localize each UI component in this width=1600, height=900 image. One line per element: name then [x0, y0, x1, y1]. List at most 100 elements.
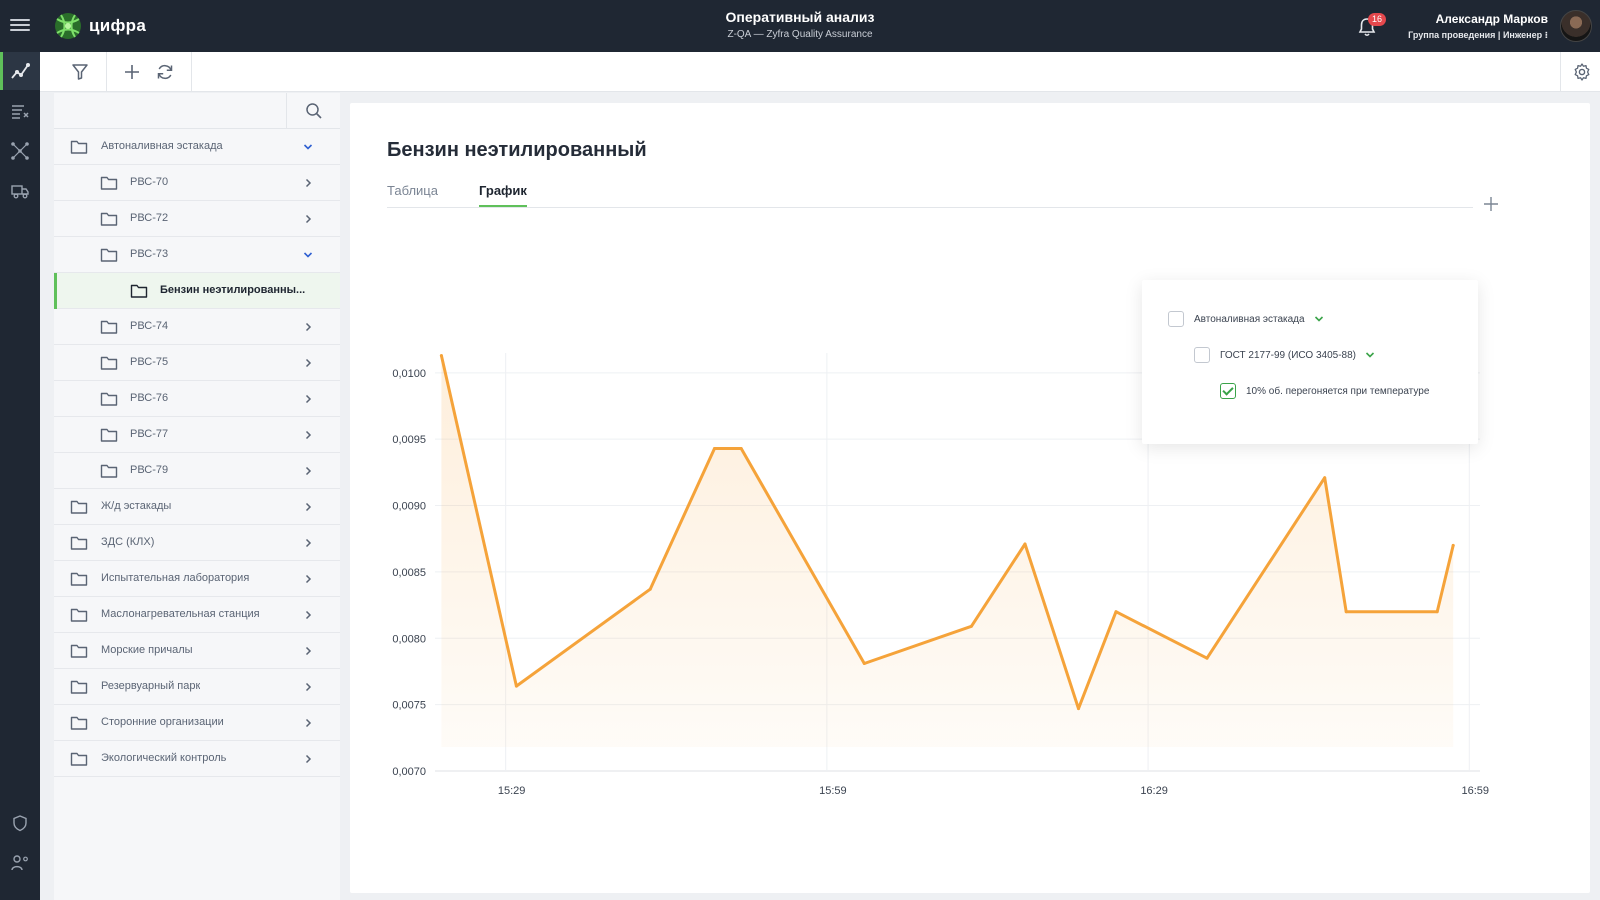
rail-list-button[interactable] [0, 92, 40, 130]
tree-item-label: РВС-77 [130, 428, 169, 440]
chevron-right-icon[interactable] [302, 537, 314, 549]
tree-item[interactable]: Сторонние организации [54, 705, 340, 741]
folder-icon [100, 320, 118, 334]
tab-bar: Таблица График [387, 183, 1473, 208]
top-header: цифра Оперативный анализ Z-QA — Zyfra Qu… [0, 0, 1600, 52]
tree-item[interactable]: Морские причалы [54, 633, 340, 669]
chevron-right-icon[interactable] [302, 681, 314, 693]
chevron-right-icon[interactable] [302, 645, 314, 657]
list-filter-icon [12, 105, 29, 119]
tree-item-label: РВС-75 [130, 356, 169, 368]
user-info[interactable]: Александр Марков Группа проведения | Инж… [1408, 12, 1548, 41]
avatar[interactable] [1560, 10, 1592, 42]
legend-item-station[interactable]: Автоналивная эстакада [1168, 310, 1325, 328]
rail-users-button[interactable] [0, 844, 40, 882]
legend-item-parameter[interactable]: 10% об. перегоняется при температуре [1220, 382, 1429, 400]
rail-transport-button[interactable] [0, 172, 40, 210]
data-point [862, 662, 866, 665]
tree-item[interactable]: Резервуарный парк [54, 669, 340, 705]
y-tick-label: 0,0070 [392, 766, 426, 778]
chevron-right-icon[interactable] [302, 357, 314, 369]
logo-text: цифра [89, 16, 147, 35]
tree-item[interactable]: РВС-75 [54, 345, 340, 381]
chevron-right-icon[interactable] [302, 213, 314, 225]
legend-item-gost[interactable]: ГОСТ 2177-99 (ИСО 3405-88) [1194, 346, 1376, 364]
tree-item[interactable]: РВС-74 [54, 309, 340, 345]
folder-icon [100, 392, 118, 406]
chevron-right-icon[interactable] [302, 717, 314, 729]
folder-icon [70, 536, 88, 550]
plus-icon[interactable] [122, 62, 142, 82]
tab-chart[interactable]: График [479, 183, 527, 207]
user-role: Группа проведения | Инженер ⁝ [1408, 30, 1548, 40]
settings-icon[interactable] [1572, 62, 1592, 82]
checkbox[interactable] [1168, 311, 1184, 327]
data-point [1435, 610, 1439, 614]
chevron-right-icon[interactable] [302, 321, 314, 333]
chevron-right-icon[interactable] [302, 465, 314, 477]
toolbar-divider [1560, 52, 1561, 92]
tree-item[interactable]: РВС-73 [54, 237, 340, 273]
tree-item[interactable]: ЗДС (КЛХ) [54, 525, 340, 561]
chevron-down-icon[interactable] [1313, 313, 1325, 325]
refresh-icon[interactable] [155, 62, 175, 82]
rail-analysis-button[interactable] [0, 52, 40, 90]
x-tick-label: 16:59 [1462, 785, 1490, 797]
tree-item-label: Сторонние организации [101, 716, 224, 728]
folder-icon [70, 644, 88, 658]
tree-item[interactable]: РВС-79 [54, 453, 340, 489]
analysis-chart-icon [11, 63, 30, 79]
tab-table[interactable]: Таблица [387, 183, 438, 198]
tree-item-label: РВС-76 [130, 392, 169, 404]
network-icon [11, 142, 29, 160]
checkbox[interactable] [1194, 347, 1210, 363]
chevron-right-icon[interactable] [302, 393, 314, 405]
tree-item-label: Маслонагревательная станция [101, 608, 260, 620]
tree-item[interactable]: РВС-77 [54, 417, 340, 453]
toolbar-divider [191, 52, 192, 92]
chevron-right-icon[interactable] [302, 501, 314, 513]
rail-security-button[interactable] [0, 804, 40, 842]
logo[interactable]: цифра [53, 11, 146, 41]
tree-item-label: РВС-72 [130, 212, 169, 224]
search-icon[interactable] [305, 102, 323, 120]
folder-icon [100, 212, 118, 226]
chevron-right-icon[interactable] [302, 609, 314, 621]
folder-icon [70, 140, 88, 154]
chevron-right-icon[interactable] [302, 177, 314, 189]
tree-item[interactable]: Маслонагревательная станция [54, 597, 340, 633]
line-chart: 0,0100 0,0095 0,0090 0,0085 0,0080 0,0075 0,00… [392, 353, 1490, 797]
folder-icon [130, 284, 148, 298]
series-area [441, 355, 1454, 747]
chevron-down-icon[interactable] [302, 141, 314, 153]
checkbox-checked[interactable] [1220, 383, 1236, 399]
user-name: Александр Марков [1435, 12, 1548, 26]
toolbar-divider [106, 52, 107, 92]
tree-item-label: Испытательная лаборатория [101, 572, 250, 584]
add-chart-plus-icon[interactable] [1483, 196, 1499, 212]
chevron-down-icon[interactable] [302, 249, 314, 261]
chevron-right-icon[interactable] [302, 573, 314, 585]
folder-icon [70, 500, 88, 514]
rail-network-button[interactable] [0, 132, 40, 170]
tree-item[interactable]: РВС-76 [54, 381, 340, 417]
legend-label: Автоналивная эстакада [1194, 313, 1305, 325]
tree-item[interactable]: Экологический контроль [54, 741, 340, 777]
chevron-right-icon[interactable] [302, 753, 314, 765]
tree-item[interactable]: Бензин неэтилированны... [54, 273, 340, 309]
hamburger-menu-icon[interactable] [10, 16, 30, 36]
tree-item[interactable]: РВС-72 [54, 201, 340, 237]
folder-icon [70, 608, 88, 622]
tree-item[interactable]: Автоналивная эстакада [54, 129, 340, 165]
data-point [514, 684, 518, 688]
data-point [1451, 543, 1455, 547]
tree-item[interactable]: Испытательная лаборатория [54, 561, 340, 597]
filter-icon[interactable] [70, 62, 90, 82]
x-tick-label: 15:59 [819, 785, 847, 797]
tree-item[interactable]: РВС-70 [54, 165, 340, 201]
legend-label: 10% об. перегоняется при температуре [1246, 385, 1430, 397]
y-tick-label: 0,0080 [392, 633, 426, 645]
chevron-right-icon[interactable] [302, 429, 314, 441]
tree-item[interactable]: Ж/д эстакады [54, 489, 340, 525]
chevron-down-icon[interactable] [1364, 349, 1376, 361]
